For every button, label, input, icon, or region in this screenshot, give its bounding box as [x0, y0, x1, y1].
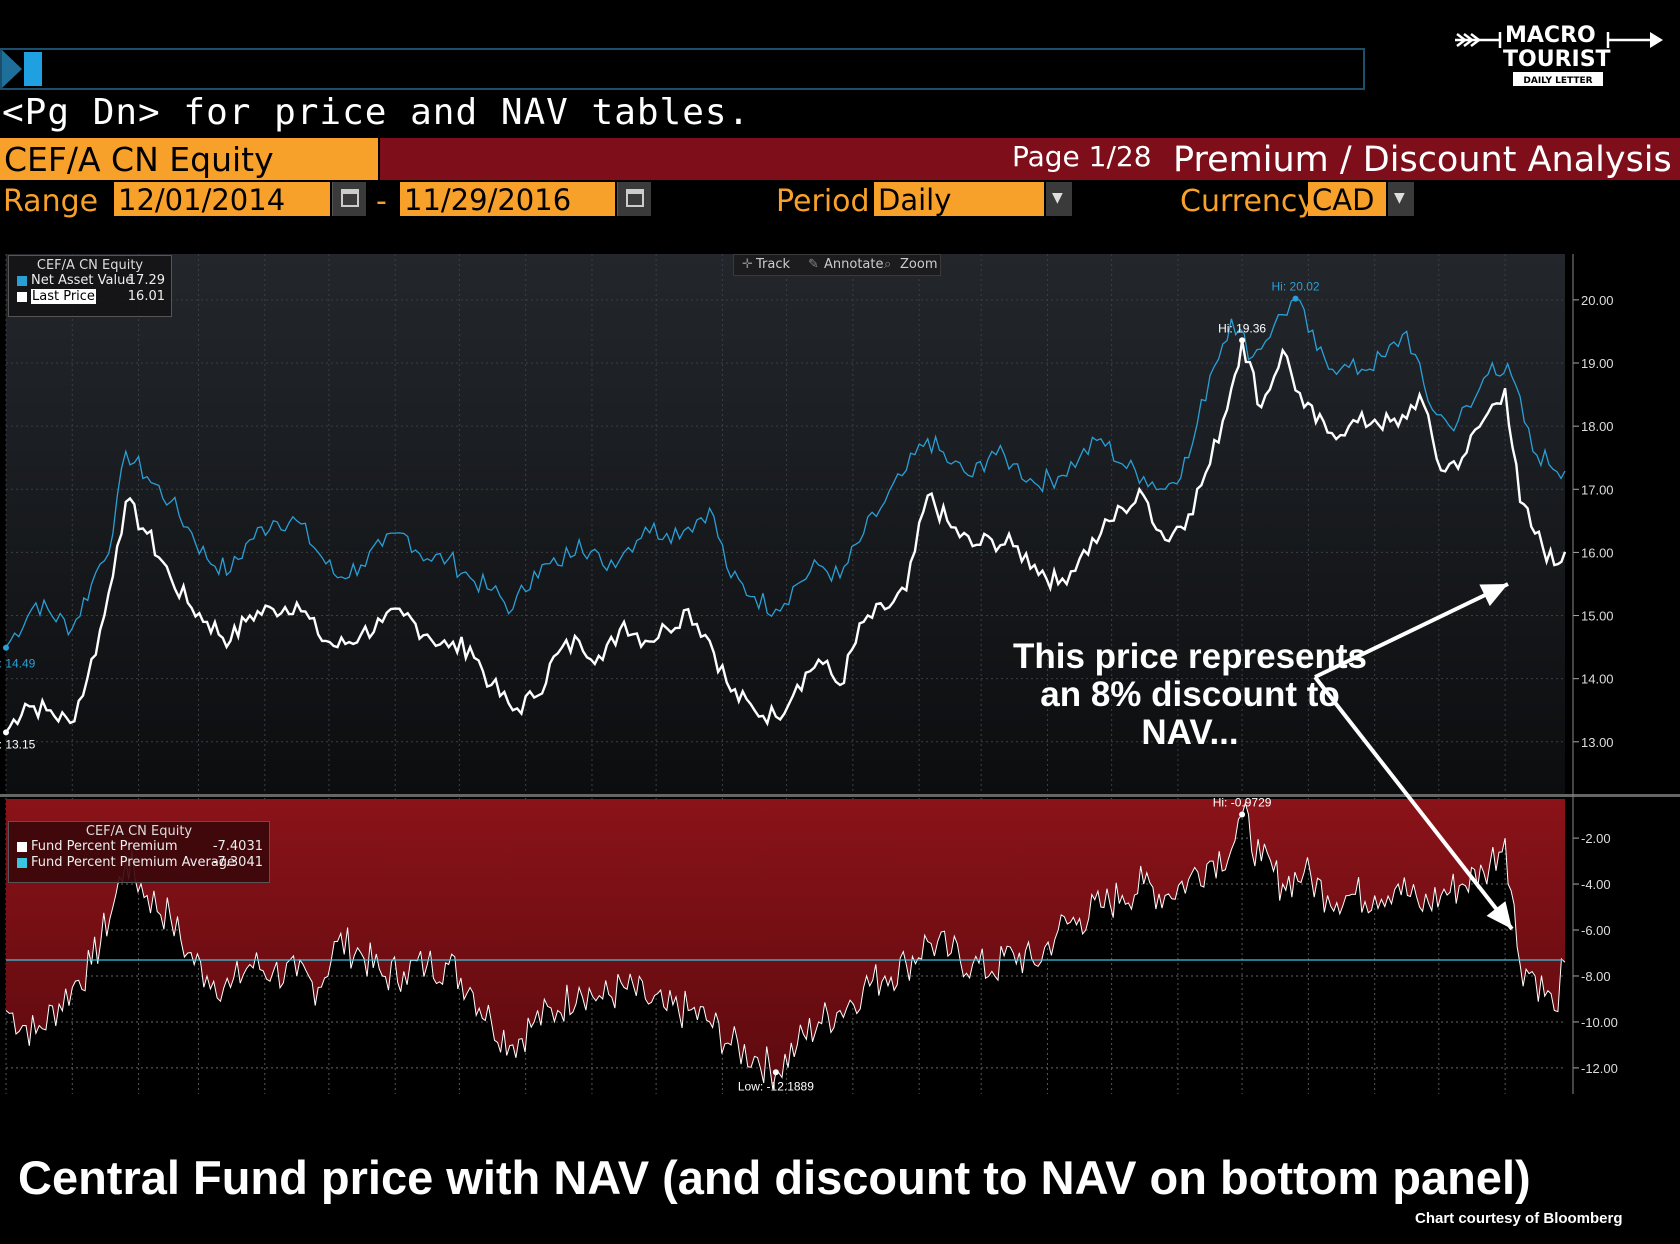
premium-high-marker — [1239, 811, 1246, 818]
calendar-icon — [626, 189, 644, 207]
lower-legend-title: CEF/A CN Equity — [85, 824, 193, 839]
upper-legend: CEF/A CN Equity Net Asset Value 17.29 La… — [8, 255, 172, 317]
logo-line3: DAILY LETTER — [1523, 76, 1592, 86]
y-tick-label: -12.00 — [1581, 1061, 1618, 1076]
nav-high-label: Hi: 20.02 — [1272, 280, 1320, 294]
command-cursor — [24, 52, 42, 86]
y-tick-label: -2.00 — [1581, 831, 1611, 846]
y-tick-label: 14.00 — [1581, 672, 1614, 687]
command-line[interactable] — [0, 48, 1365, 90]
magnifier-icon: ⌕ — [884, 257, 892, 272]
start-date-field[interactable]: 12/01/2014 — [114, 182, 330, 217]
y-tick-label: 19.00 — [1581, 356, 1614, 371]
y-tick-label: -10.00 — [1581, 1015, 1618, 1030]
nav-high-marker — [1292, 295, 1299, 302]
chart-credit: Chart courtesy of Bloomberg — [1415, 1210, 1623, 1227]
upper-legend-title: CEF/A CN Equity — [36, 258, 144, 273]
discount-callout-arrow-head — [1486, 901, 1512, 929]
y-tick-label: 20.00 — [1581, 293, 1614, 308]
premium-high-label: Hi: -0.9729 — [1213, 795, 1272, 809]
range-separator: - — [376, 184, 387, 219]
legend-entry-nav: Net Asset Value 17.29 — [9, 273, 171, 289]
currency-dropdown-button[interactable]: ▼ — [1388, 182, 1414, 216]
hint-text: <Pg Dn> for price and NAV tables. — [2, 92, 751, 133]
track-button[interactable]: Track — [756, 257, 791, 272]
y-tick-label: -8.00 — [1581, 969, 1611, 984]
price-high-marker — [1239, 337, 1246, 344]
security-ticker[interactable]: CEF/A CN Equity — [0, 138, 378, 180]
nav-low-label: Low: 14.49 — [0, 657, 36, 671]
premium-legend-value: -7.4031 — [212, 839, 263, 854]
pencil-icon: ✎ — [808, 257, 819, 272]
currency-select[interactable]: CAD — [1308, 182, 1386, 217]
price-low-label: Low: 13.15 — [0, 737, 36, 751]
y-tick-label: 13.00 — [1581, 735, 1614, 750]
currency-label: Currency — [1180, 184, 1316, 219]
macro-tourist-logo: MACRO TOURIST DAILY LETTER — [1455, 23, 1663, 86]
premium-average-swatch — [17, 858, 27, 868]
annotate-button[interactable]: Annotate — [824, 257, 884, 272]
premium-legend-name: Fund Percent Premium — [31, 839, 178, 854]
price-callout-arrow-head — [1479, 584, 1508, 607]
annotation-line2: an 8% discount to — [1040, 675, 1340, 714]
period-label: Period — [776, 184, 870, 219]
crosshair-icon: ✛ — [742, 257, 753, 272]
nav-swatch — [17, 276, 27, 286]
price-legend-name: Last Price — [31, 289, 96, 304]
premium-swatch — [17, 842, 27, 852]
chart-canvas[interactable]: DecJanFebMarAprMayJunJulAugSepOctNovDecJ… — [0, 254, 1680, 1094]
y-tick-label: -4.00 — [1581, 877, 1611, 892]
discount-callout-arrow-shaft — [1313, 675, 1514, 931]
premium-low-marker — [772, 1069, 779, 1076]
price-legend-value: 16.01 — [127, 289, 165, 304]
zoom-button[interactable]: Zoom — [900, 257, 938, 272]
nav-line — [5, 297, 1566, 648]
page-title: Premium / Discount Analysis — [1173, 140, 1672, 180]
annotation-line1: This price represents — [1012, 637, 1368, 676]
price-callout-arrow-shaft — [1314, 582, 1509, 679]
premium-area — [6, 799, 1565, 1090]
upper-panel-background — [6, 254, 1565, 794]
premium-line — [5, 801, 1566, 1090]
legend-entry-premium: Fund Percent Premium -7.4031 — [9, 839, 269, 855]
chart-toolbar: ✛ Track ✎ Annotate ⌕ Zoom — [733, 254, 941, 276]
period-select[interactable]: Daily — [874, 182, 1044, 217]
calendar-icon — [341, 189, 359, 207]
premium-average-legend-name: Fund Percent Premium Average — [31, 855, 236, 870]
chevron-down-icon: ▼ — [1394, 190, 1405, 206]
page-indicator: Page 1/28 — [1012, 140, 1152, 173]
y-tick-label: 16.00 — [1581, 545, 1614, 560]
start-date-calendar-button[interactable] — [332, 182, 366, 216]
price-line — [5, 340, 1567, 733]
logo-line1: MACRO — [1505, 23, 1596, 48]
legend-entry-premium-average: Fund Percent Premium Average -7.3041 — [9, 855, 269, 871]
chevron-down-icon: ▼ — [1052, 190, 1063, 206]
chart-caption: Central Fund price with NAV (and discoun… — [18, 1151, 1531, 1204]
end-date-calendar-button[interactable] — [617, 182, 651, 216]
y-tick-label: 15.00 — [1581, 609, 1614, 624]
command-arrow-icon — [2, 50, 22, 88]
annotation-text: This price represents an 8% discount to … — [960, 638, 1420, 752]
nav-low-marker — [3, 644, 9, 651]
panel-divider — [0, 794, 1680, 797]
y-tick-label: -6.00 — [1581, 923, 1611, 938]
nav-legend-value: 17.29 — [127, 273, 165, 288]
price-high-label: Hi: 19.36 — [1218, 321, 1266, 335]
end-date-field[interactable]: 11/29/2016 — [400, 182, 615, 217]
legend-entry-price: Last Price 16.01 — [9, 289, 171, 305]
annotation-line3: NAV... — [1141, 713, 1239, 752]
nav-legend-name: Net Asset Value — [31, 273, 134, 288]
y-tick-label: 17.00 — [1581, 482, 1614, 497]
premium-average-legend-value: -7.3041 — [212, 855, 263, 870]
title-bar — [380, 138, 1680, 180]
period-dropdown-button[interactable]: ▼ — [1046, 182, 1072, 216]
lower-legend: CEF/A CN Equity Fund Percent Premium -7.… — [8, 821, 270, 883]
premium-low-label: Low: -12.1889 — [738, 1079, 814, 1093]
logo-line2: TOURIST — [1503, 47, 1611, 72]
price-low-marker — [3, 729, 9, 736]
price-swatch — [17, 292, 27, 302]
y-tick-label: 18.00 — [1581, 419, 1614, 434]
range-label: Range — [3, 184, 99, 219]
